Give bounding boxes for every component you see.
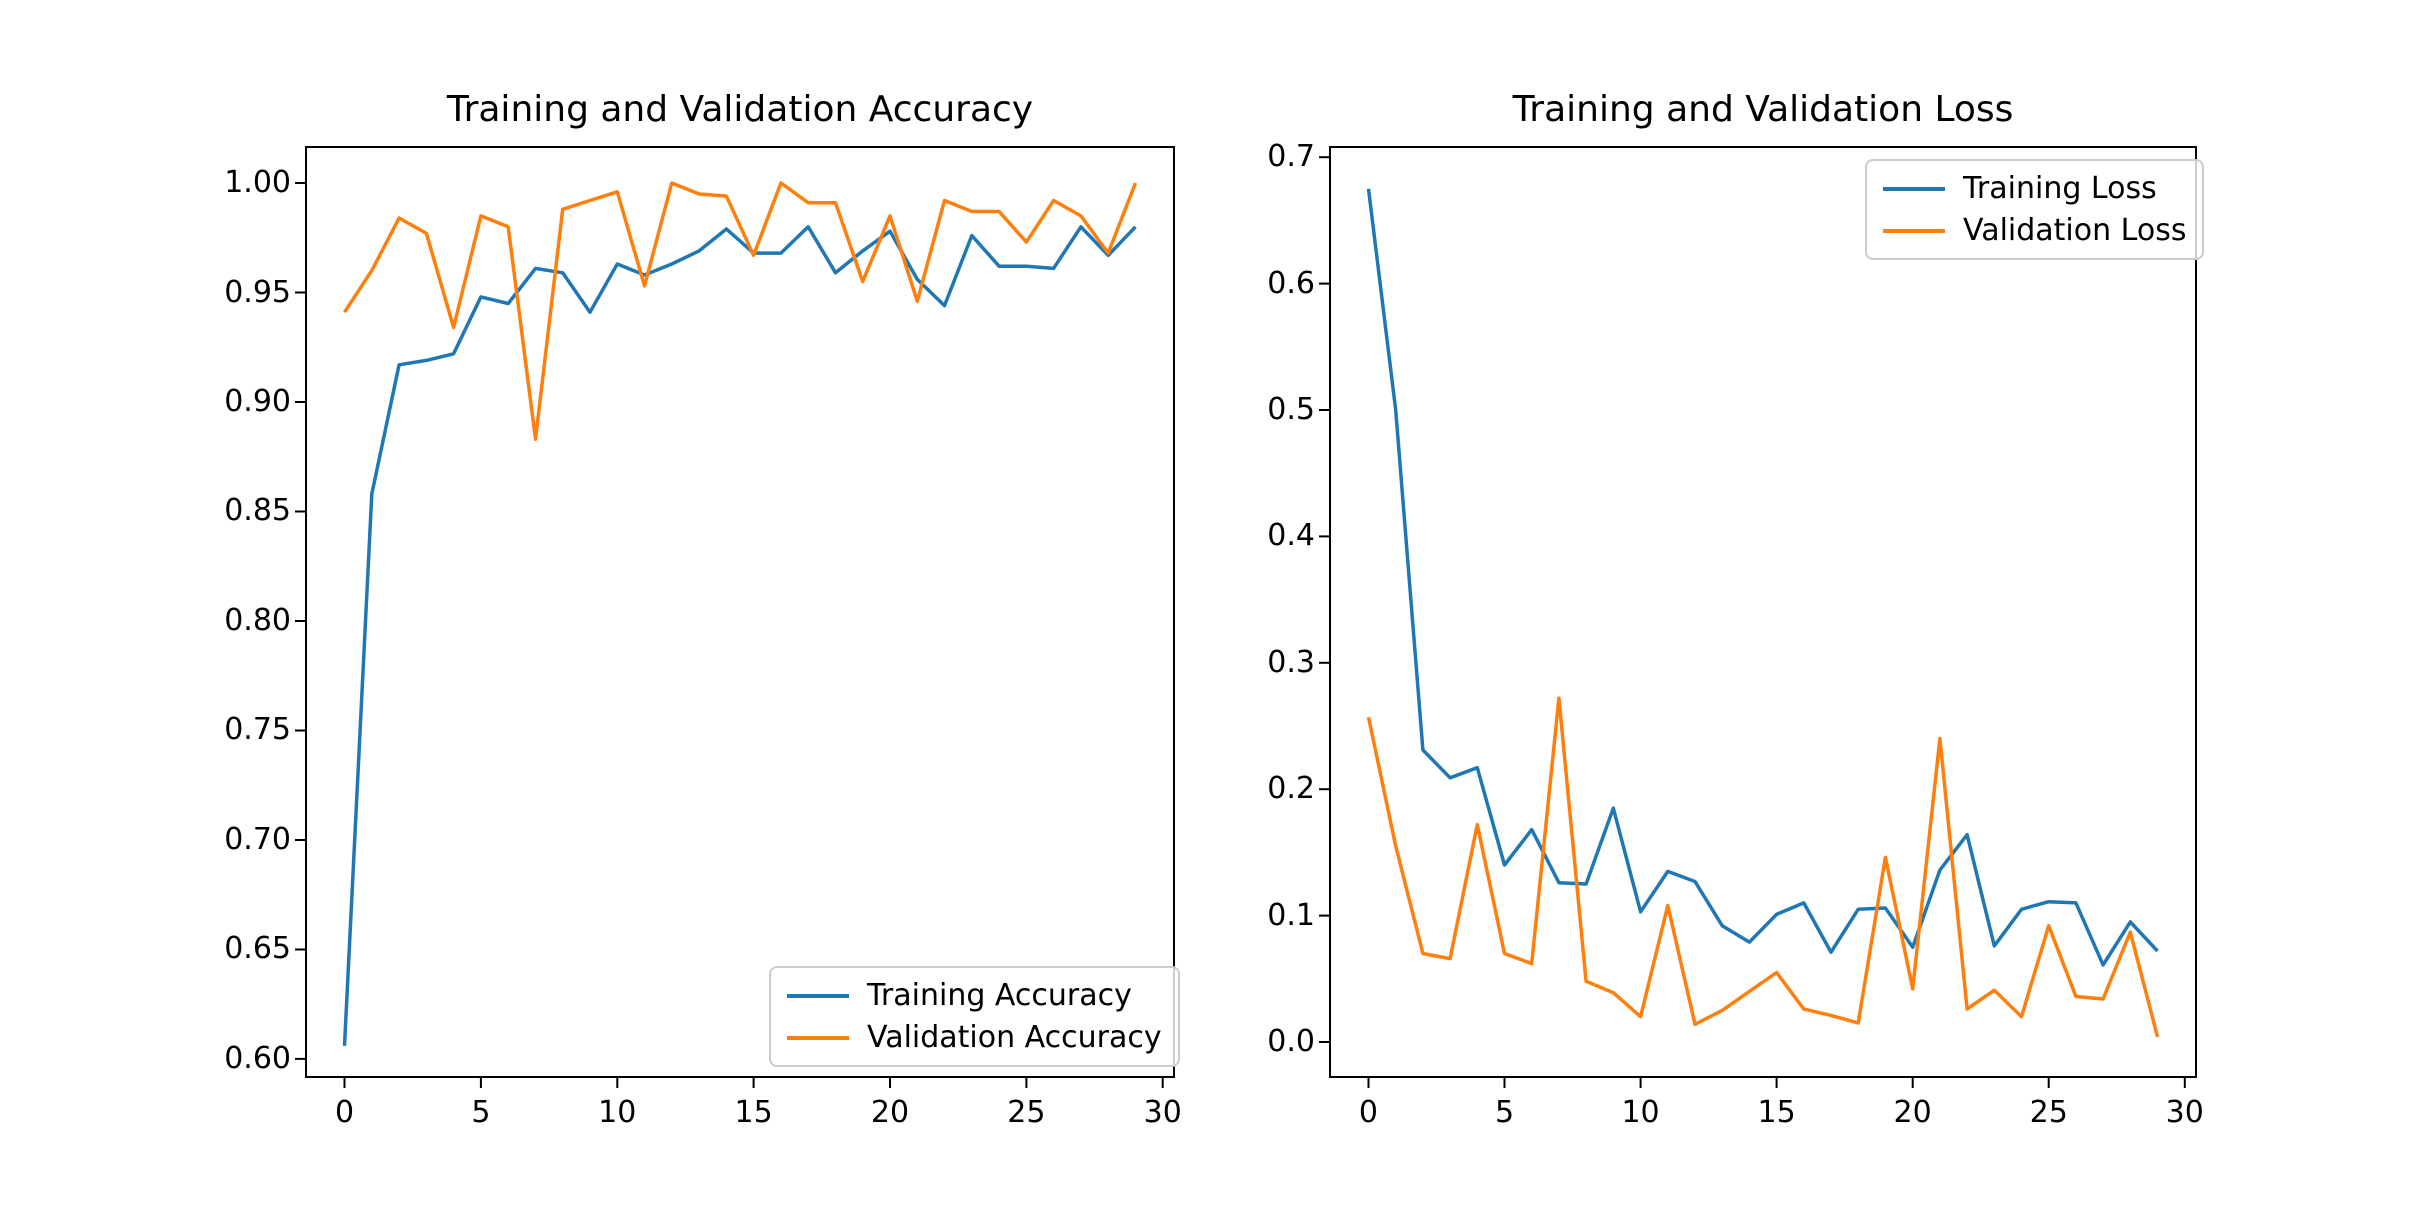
y-tick-label: 1.00 xyxy=(224,165,291,200)
y-tick-label: 0.70 xyxy=(224,821,291,857)
y-tick-label: 0.7 xyxy=(1267,139,1315,175)
y-tick-label: 0.80 xyxy=(224,602,291,638)
y-tick-label: 0.4 xyxy=(1267,518,1315,554)
loss-legend: Training Loss Validation Loss xyxy=(1865,159,2205,260)
x-tick-label: 10 xyxy=(1621,1095,1660,1130)
y-tick-label: 0.85 xyxy=(224,493,291,529)
legend-label: Training Loss xyxy=(1963,171,2157,206)
accuracy-axes-area: Training Accuracy Validation Accuracy 0 5… xyxy=(224,146,1182,1130)
training-loss-line xyxy=(1366,188,2159,967)
y-tick-label: 0.95 xyxy=(224,274,291,310)
y-tick-label: 0.2 xyxy=(1267,771,1315,807)
validation-loss-line-swatch xyxy=(1883,228,1945,233)
training-accuracy-line xyxy=(342,225,1137,1046)
validation-accuracy-line xyxy=(343,181,1138,441)
x-tick-label: 25 xyxy=(1007,1095,1046,1130)
y-tick-label: 0.5 xyxy=(1267,392,1315,428)
x-tick-label: 0 xyxy=(334,1095,355,1130)
validation-loss-line xyxy=(1366,696,2160,1038)
y-tick-label: 0.60 xyxy=(224,1040,291,1076)
y-tick-label: 0.65 xyxy=(224,931,291,967)
training-accuracy-line-swatch xyxy=(787,993,849,998)
accuracy-plot-title: Training and Validation Accuracy xyxy=(446,89,1034,130)
validation-accuracy-line-swatch xyxy=(787,1035,849,1040)
axes-spines xyxy=(1329,146,2197,1078)
axes-spines xyxy=(305,146,1175,1078)
accuracy-legend: Training Accuracy Validation Accuracy xyxy=(769,966,1180,1067)
y-tick-label: 0.1 xyxy=(1267,897,1315,933)
x-tick-label: 30 xyxy=(1143,1095,1182,1130)
accuracy-plot-canvas xyxy=(295,146,1175,1088)
y-tick-label: 0.3 xyxy=(1267,644,1315,680)
x-tick-label: 20 xyxy=(870,1095,910,1130)
legend-label: Validation Loss xyxy=(1963,213,2187,248)
y-tick-label: 0.0 xyxy=(1267,1023,1315,1059)
y-tick-label: 0.90 xyxy=(224,383,291,419)
x-tick-label: 5 xyxy=(1494,1095,1515,1130)
loss-plot-title: Training and Validation Loss xyxy=(1512,89,2014,130)
x-tick-label: 15 xyxy=(1757,1095,1796,1130)
x-tick-label: 0 xyxy=(1358,1095,1378,1130)
legend-label: Validation Accuracy xyxy=(867,1020,1162,1055)
x-tick-label: 30 xyxy=(2165,1095,2204,1130)
training-loss-line-swatch xyxy=(1883,186,1945,191)
x-tick-label: 25 xyxy=(2029,1095,2068,1130)
y-tick-label: 0.75 xyxy=(224,712,291,748)
legend-entry: Validation Accuracy xyxy=(787,1019,1162,1056)
y-tick-label: 0.6 xyxy=(1267,265,1315,301)
legend-label: Training Accuracy xyxy=(867,978,1132,1013)
legend-entry: Training Accuracy xyxy=(787,977,1162,1014)
legend-entry: Training Loss xyxy=(1883,170,2186,207)
x-tick-label: 15 xyxy=(734,1095,773,1130)
x-tick-label: 20 xyxy=(1893,1095,1932,1130)
x-tick-label: 10 xyxy=(598,1095,637,1130)
loss-plot-canvas xyxy=(1319,146,2197,1088)
x-tick-label: 5 xyxy=(471,1095,491,1130)
legend-entry: Validation Loss xyxy=(1883,212,2186,249)
loss-axes-area: Training Loss Validation Loss 0 5 10 15 20 25… xyxy=(1267,139,2205,1130)
